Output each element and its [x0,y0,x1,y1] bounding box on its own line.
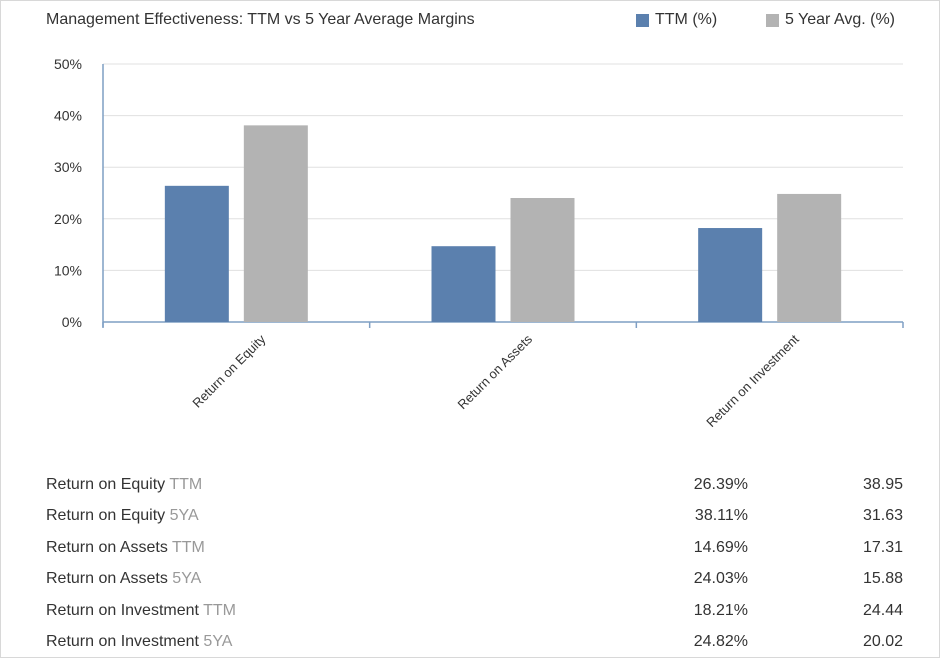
chart-title: Management Effectiveness: TTM vs 5 Year … [46,11,475,28]
legend-swatch-5ya [766,13,779,27]
row-metric-label: Return on Equity [46,476,166,493]
y-tick-label: 20% [54,211,82,227]
row-value-1: 24.03% [693,570,748,587]
row-metric-sub: 5YA [203,633,233,650]
legend-label-ttm: TTM (%) [655,11,718,28]
row-value-2: 15.88 [862,570,903,587]
row-metric: Return on Assets TTM [46,539,205,557]
table-row: Return on Equity TTM 26.39% 38.95 [0,470,940,501]
bar-ttm-return-on-investment [698,228,763,322]
bar-5ya-return-on-equity [243,125,308,322]
row-metric-sub: TTM [172,539,205,556]
table-row: Return on Investment TTM 18.21% 24.44 [0,596,940,627]
y-tick-label: 40% [54,108,82,124]
x-category-label: Return on Investment [703,331,802,430]
row-metric: Return on Investment 5YA [46,633,232,651]
row-metric-label: Return on Investment [46,602,199,619]
bar-ttm-return-on-equity [164,185,229,322]
legend-label-5ya: 5 Year Avg. (%) [785,11,895,28]
row-metric-label: Return on Investment [46,633,199,650]
x-category-label: Return on Equity [189,331,268,410]
y-tick-label: 10% [54,262,82,278]
row-value-2: 31.63 [862,507,903,524]
y-tick-label: 50% [54,56,82,72]
row-metric-sub: 5YA [169,507,199,524]
legend-swatch-ttm [636,13,649,27]
row-metric: Return on Assets 5YA [46,570,201,588]
row-metric-sub: 5YA [172,570,202,587]
x-category-label: Return on Assets [455,331,536,412]
row-value-2: 20.02 [862,633,903,650]
y-tick-label: 0% [62,314,82,330]
table-row: Return on Assets 5YA 24.03% 15.88 [0,564,940,595]
row-value-2: 24.44 [862,602,903,619]
bar-5ya-return-on-assets [510,198,575,322]
table-row: Return on Equity 5YA 38.11% 31.63 [0,501,940,532]
row-metric-label: Return on Assets [46,570,168,587]
row-value-2: 17.31 [862,539,903,556]
row-metric-sub: TTM [169,476,203,493]
row-value-1: 26.39% [693,476,748,493]
bar-ttm-return-on-assets [431,246,496,322]
row-value-2: 38.95 [862,476,903,493]
row-metric: Return on Equity TTM [46,476,202,494]
table-row: Return on Assets TTM 14.69% 17.31 [0,533,940,564]
bar-chart: 0% 10% 20% 30% 40% 50% Return on Equity Return … [54,56,904,430]
y-tick-label: 30% [54,159,82,175]
row-value-1: 24.82% [693,633,748,650]
table-row: Return on Investment 5YA 24.82% 20.02 [0,627,940,658]
row-metric-sub: TTM [203,602,236,619]
legend-item-5ya[interactable]: 5 Year Avg. (%) [766,11,895,29]
row-metric: Return on Equity 5YA [46,507,199,525]
bar-5ya-return-on-investment [777,193,842,322]
row-value-1: 38.11% [694,507,748,524]
row-value-1: 14.69% [693,539,748,556]
row-value-1: 18.21% [693,602,748,619]
row-metric-label: Return on Assets [46,539,168,556]
legend-item-ttm[interactable]: TTM (%) [636,11,717,29]
row-metric-label: Return on Equity [46,507,166,524]
row-metric: Return on Investment TTM [46,602,236,620]
